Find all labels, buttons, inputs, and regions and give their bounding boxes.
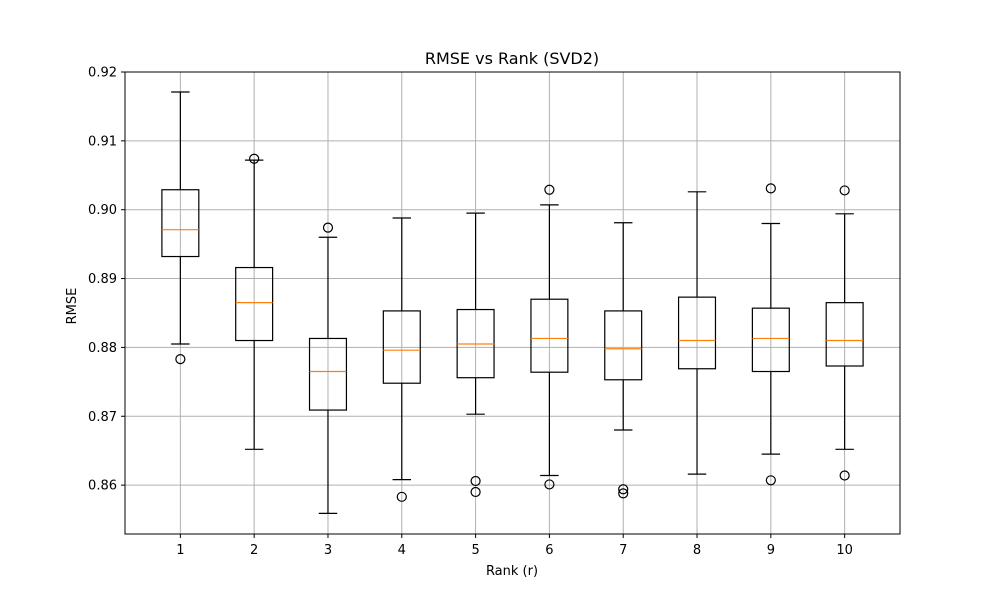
outlier-point [839,185,850,196]
outlier-point [839,470,850,481]
y-axis: 0.86 0.87 0.88 0.89 0.90 0.91 0.92 [88,66,125,494]
box-group-2 [235,153,274,450]
y-tick-label: 0.89 [88,272,117,287]
x-tick-label: 7 [619,543,627,558]
y-tick-label: 0.92 [88,66,117,81]
plot-frame [124,71,901,535]
outlier-point [396,491,407,502]
box-group-10 [825,185,864,481]
y-tick-label: 0.88 [88,341,117,356]
box-group-7 [604,222,643,499]
iqr-box [825,302,864,367]
iqr-box [677,296,717,370]
iqr-box [382,310,421,384]
x-tick-label: 6 [545,543,553,558]
iqr-box [530,298,569,373]
outlier-point [249,153,260,164]
y-tick-label: 0.91 [88,134,117,149]
x-tick-label: 8 [693,543,701,558]
y-axis-label: RMSE [65,288,80,325]
x-tick-label: 1 [176,543,184,558]
y-tick-label: 0.86 [88,479,117,494]
box-group-9 [751,183,790,486]
outlier-point [618,488,629,499]
outlier-point [765,475,776,486]
x-tick-label: 2 [250,543,258,558]
box-group-5 [456,212,495,498]
box-series [161,91,864,514]
iqr-box [751,307,790,373]
y-tick-label: 0.90 [88,203,117,218]
outlier-point [470,475,481,487]
x-tick-label: 4 [398,543,406,558]
outlier-point [618,484,629,495]
box-group-3 [308,222,348,514]
box-group-6 [530,184,569,490]
outlier-point [765,183,776,194]
x-tick-label: 10 [836,543,853,558]
iqr-box [235,266,274,342]
outlier-point [544,479,555,490]
outlier-point [322,222,334,233]
iqr-box [604,310,643,381]
iqr-box [308,337,348,411]
x-tick-label: 9 [767,543,775,558]
x-axis-label: Rank (r) [486,564,538,579]
x-tick-label: 3 [324,543,332,558]
y-tick-label: 0.87 [88,410,117,425]
x-tick-label: 5 [471,543,479,558]
outlier-point [175,354,186,365]
outlier-point [544,184,555,195]
box-group-1 [161,91,200,365]
outlier-point [470,486,481,498]
box-group-4 [382,217,421,502]
chart-title: RMSE vs Rank (SVD2) [425,49,599,68]
box-group-8 [677,191,717,475]
iqr-box [161,189,200,258]
x-axis: 1 2 3 4 5 6 7 8 9 10 [176,534,853,558]
